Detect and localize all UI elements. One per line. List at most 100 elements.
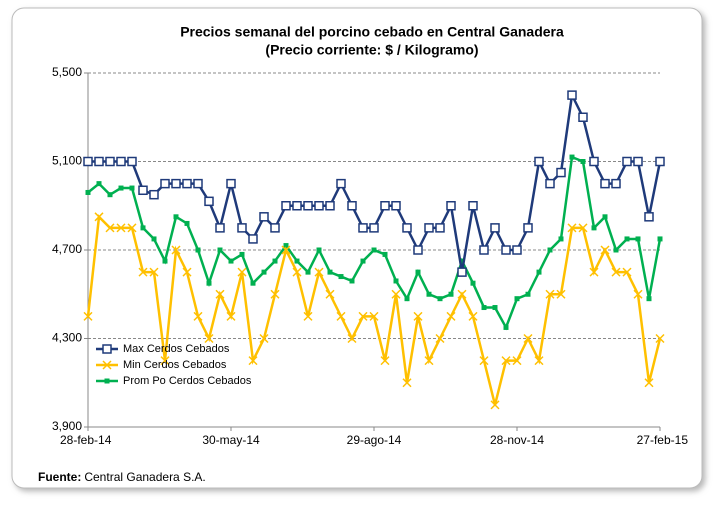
marker bbox=[248, 234, 258, 244]
marker bbox=[182, 178, 192, 189]
marker bbox=[655, 333, 665, 344]
marker bbox=[116, 156, 126, 167]
marker bbox=[314, 267, 324, 277]
marker bbox=[490, 400, 500, 410]
marker bbox=[316, 247, 322, 253]
marker bbox=[589, 267, 599, 277]
marker bbox=[424, 356, 434, 366]
marker bbox=[556, 289, 566, 299]
marker bbox=[102, 344, 112, 354]
marker bbox=[272, 258, 278, 264]
marker bbox=[349, 278, 355, 284]
x-tick-label: 28-nov-14 bbox=[490, 433, 544, 447]
x-tick-label: 28-feb-14 bbox=[60, 433, 112, 447]
marker bbox=[305, 269, 311, 275]
marker bbox=[492, 305, 498, 311]
marker bbox=[556, 167, 566, 178]
marker bbox=[657, 236, 663, 242]
marker bbox=[338, 274, 344, 280]
marker bbox=[116, 223, 126, 233]
marker bbox=[426, 291, 432, 297]
marker bbox=[303, 201, 313, 211]
marker bbox=[195, 247, 201, 253]
marker bbox=[160, 178, 170, 189]
marker bbox=[646, 296, 652, 302]
marker bbox=[578, 112, 588, 122]
marker bbox=[151, 236, 157, 242]
marker bbox=[206, 280, 212, 286]
marker bbox=[360, 258, 366, 264]
source: Fuente: Central Ganadera S.A. bbox=[38, 470, 206, 484]
marker bbox=[107, 192, 113, 198]
marker bbox=[503, 324, 509, 330]
legend-label: Max Cerdos Cebados bbox=[123, 343, 230, 355]
marker bbox=[94, 156, 104, 167]
marker bbox=[391, 289, 401, 299]
marker bbox=[382, 251, 388, 257]
marker bbox=[105, 223, 115, 233]
marker bbox=[435, 333, 445, 344]
marker bbox=[380, 201, 390, 211]
marker bbox=[602, 214, 608, 220]
marker bbox=[193, 178, 203, 189]
marker bbox=[437, 296, 443, 302]
marker bbox=[490, 223, 500, 233]
marker bbox=[259, 212, 269, 222]
chart-title: Precios semanal del porcino cebado en Ce… bbox=[180, 24, 564, 40]
marker bbox=[182, 267, 192, 277]
marker bbox=[611, 267, 621, 277]
marker bbox=[292, 201, 302, 211]
marker bbox=[369, 223, 379, 233]
marker bbox=[347, 333, 357, 344]
marker bbox=[402, 378, 412, 388]
marker bbox=[512, 356, 522, 366]
marker bbox=[558, 236, 564, 242]
marker bbox=[435, 223, 445, 233]
marker bbox=[468, 201, 478, 211]
marker bbox=[303, 311, 313, 321]
marker bbox=[512, 245, 522, 255]
marker bbox=[215, 223, 225, 233]
marker bbox=[162, 258, 168, 264]
marker bbox=[149, 189, 159, 200]
marker bbox=[600, 178, 610, 189]
marker bbox=[138, 267, 148, 277]
marker bbox=[283, 243, 289, 249]
marker bbox=[118, 185, 124, 191]
marker bbox=[633, 289, 643, 299]
marker bbox=[424, 223, 434, 233]
marker bbox=[102, 360, 112, 370]
x-tick-label: 29-ago-14 bbox=[347, 433, 402, 447]
marker bbox=[391, 201, 401, 211]
chart-frame bbox=[11, 7, 703, 489]
marker bbox=[228, 258, 234, 264]
marker bbox=[83, 156, 93, 167]
marker bbox=[294, 258, 300, 264]
marker bbox=[446, 201, 456, 211]
x-tick-label: 30-may-14 bbox=[202, 433, 260, 447]
marker bbox=[404, 296, 410, 302]
marker bbox=[655, 156, 665, 167]
marker bbox=[567, 90, 577, 100]
marker bbox=[85, 189, 91, 195]
marker bbox=[534, 356, 544, 366]
marker bbox=[347, 201, 357, 211]
marker bbox=[173, 214, 179, 220]
marker bbox=[215, 289, 225, 299]
marker bbox=[591, 225, 597, 231]
y-tick-label: 3,900 bbox=[52, 419, 82, 433]
marker bbox=[523, 223, 533, 233]
marker bbox=[369, 311, 379, 321]
marker bbox=[325, 289, 335, 299]
marker bbox=[624, 236, 630, 242]
marker bbox=[250, 280, 256, 286]
marker bbox=[635, 236, 641, 242]
marker bbox=[226, 311, 236, 321]
x-tick-label: 27-feb-15 bbox=[637, 433, 689, 447]
marker bbox=[501, 356, 511, 366]
marker bbox=[138, 185, 148, 196]
marker bbox=[217, 247, 223, 253]
marker bbox=[160, 356, 170, 366]
marker bbox=[336, 311, 346, 321]
